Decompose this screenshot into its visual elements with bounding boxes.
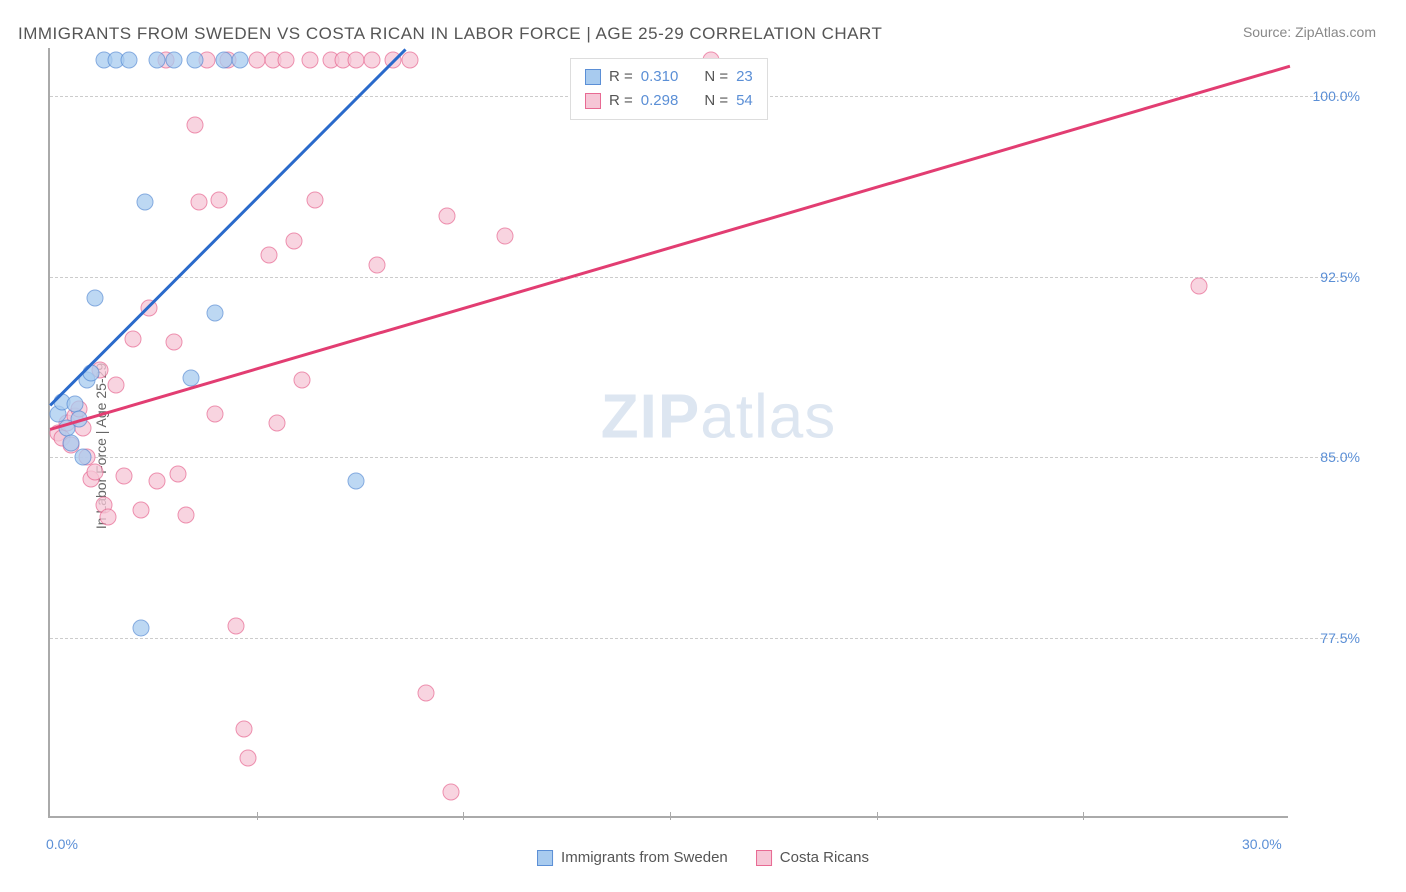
chart-container: IMMIGRANTS FROM SWEDEN VS COSTA RICAN IN… — [0, 0, 1406, 892]
n-value-sweden: 23 — [736, 65, 753, 89]
data-point — [132, 619, 149, 636]
data-point — [190, 194, 207, 211]
data-point — [368, 256, 385, 273]
data-point — [401, 52, 418, 69]
watermark-zip: ZIP — [601, 382, 700, 451]
data-point — [347, 52, 364, 69]
trend-line — [49, 48, 406, 406]
data-point — [438, 208, 455, 225]
r-value-sweden: 0.310 — [641, 65, 679, 89]
data-point — [306, 191, 323, 208]
watermark-atlas: atlas — [700, 382, 836, 451]
legend-row-sweden: R = 0.310 N = 23 — [585, 65, 753, 89]
gridline — [50, 457, 1348, 458]
data-point — [232, 52, 249, 69]
r-label: R = — [609, 89, 633, 113]
y-tick-label: 77.5% — [1320, 630, 1360, 646]
swatch-costa-rica-bottom — [756, 850, 772, 866]
data-point — [364, 52, 381, 69]
data-point — [442, 783, 459, 800]
data-point — [347, 473, 364, 490]
legend-item-costa-rica: Costa Ricans — [756, 849, 869, 866]
data-point — [1191, 278, 1208, 295]
legend-row-costa-rica: R = 0.298 N = 54 — [585, 89, 753, 113]
y-tick-label: 100.0% — [1313, 88, 1360, 104]
series-legend: Immigrants from Sweden Costa Ricans — [537, 849, 869, 866]
data-point — [261, 246, 278, 263]
n-value-costa-rica: 54 — [736, 89, 753, 113]
gridline — [50, 638, 1348, 639]
x-tick-label: 0.0% — [46, 836, 78, 852]
plot-area: ZIPatlas 77.5%85.0%92.5%100.0% — [48, 48, 1288, 818]
data-point — [186, 52, 203, 69]
legend-label-costa-rica: Costa Ricans — [780, 849, 869, 866]
data-point — [137, 194, 154, 211]
data-point — [236, 720, 253, 737]
legend-item-sweden: Immigrants from Sweden — [537, 849, 728, 866]
data-point — [182, 369, 199, 386]
chart-title: IMMIGRANTS FROM SWEDEN VS COSTA RICAN IN… — [18, 24, 882, 44]
data-point — [149, 52, 166, 69]
data-point — [166, 52, 183, 69]
swatch-sweden-bottom — [537, 850, 553, 866]
data-point — [99, 509, 116, 526]
r-label: R = — [609, 65, 633, 89]
data-point — [166, 333, 183, 350]
x-tick — [877, 812, 878, 820]
data-point — [120, 52, 137, 69]
data-point — [302, 52, 319, 69]
data-point — [294, 372, 311, 389]
y-tick-label: 85.0% — [1320, 449, 1360, 465]
data-point — [240, 749, 257, 766]
data-point — [75, 449, 92, 466]
correlation-legend: R = 0.310 N = 23 R = 0.298 N = 54 — [570, 58, 768, 120]
x-tick — [257, 812, 258, 820]
data-point — [108, 376, 125, 393]
data-point — [285, 232, 302, 249]
x-tick — [670, 812, 671, 820]
y-tick-label: 92.5% — [1320, 269, 1360, 285]
data-point — [170, 465, 187, 482]
n-label: N = — [704, 89, 728, 113]
watermark: ZIPatlas — [601, 381, 836, 452]
gridline — [50, 277, 1348, 278]
data-point — [87, 463, 104, 480]
x-tick-label: 30.0% — [1242, 836, 1282, 852]
data-point — [149, 473, 166, 490]
data-point — [269, 415, 286, 432]
data-point — [211, 191, 228, 208]
data-point — [178, 506, 195, 523]
data-point — [87, 290, 104, 307]
data-point — [186, 117, 203, 134]
data-point — [277, 52, 294, 69]
data-point — [496, 227, 513, 244]
data-point — [116, 468, 133, 485]
data-point — [62, 434, 79, 451]
data-point — [248, 52, 265, 69]
data-point — [141, 299, 158, 316]
data-point — [207, 405, 224, 422]
swatch-costa-rica — [585, 93, 601, 109]
n-label: N = — [704, 65, 728, 89]
source-label: Source: ZipAtlas.com — [1243, 24, 1376, 40]
swatch-sweden — [585, 69, 601, 85]
legend-label-sweden: Immigrants from Sweden — [561, 849, 728, 866]
data-point — [215, 52, 232, 69]
x-tick — [1083, 812, 1084, 820]
data-point — [418, 684, 435, 701]
data-point — [124, 331, 141, 348]
r-value-costa-rica: 0.298 — [641, 89, 679, 113]
data-point — [132, 502, 149, 519]
data-point — [228, 617, 245, 634]
x-tick — [463, 812, 464, 820]
data-point — [207, 304, 224, 321]
